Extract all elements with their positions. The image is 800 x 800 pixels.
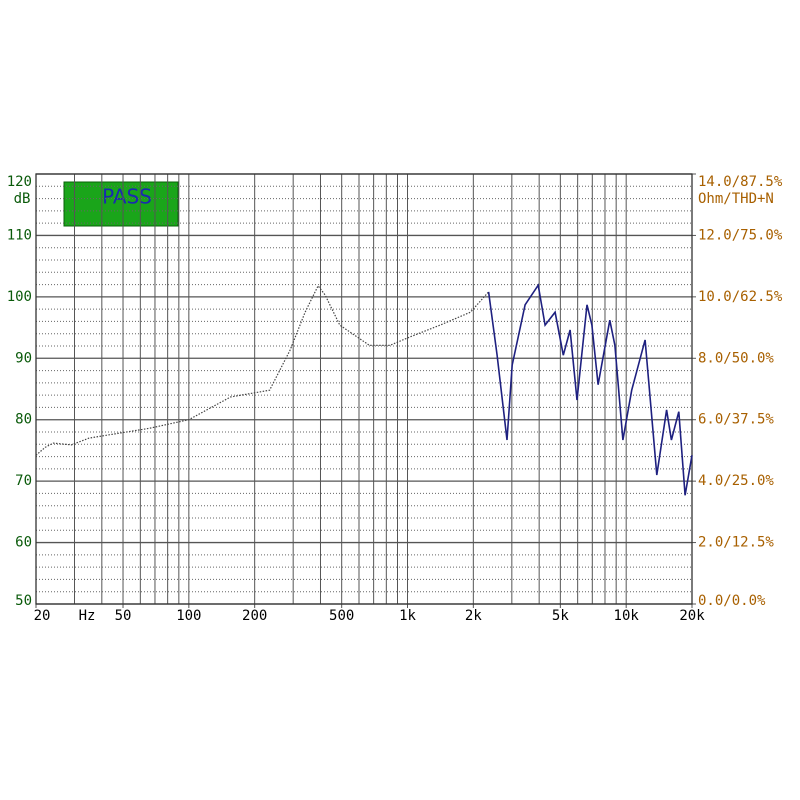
x-tick-label: 200: [242, 608, 267, 624]
response-line: [487, 283, 693, 496]
y-tick-label: 70: [15, 473, 32, 489]
x-tick-label: 50: [115, 608, 132, 624]
status-badge: [63, 181, 179, 227]
y2-tick-label: 4.0/25.0%: [698, 473, 774, 489]
y-tick-label: 110: [7, 227, 32, 243]
plot-frame: [35, 173, 693, 605]
response-line: [35, 284, 490, 456]
y2-tick-label: 6.0/37.5%: [698, 412, 774, 428]
x-tick-label: 5k: [552, 608, 569, 624]
x-axis-label: Hz: [79, 608, 96, 624]
x-tick-label: 10k: [614, 608, 640, 624]
y-axis-label: dB: [14, 191, 31, 207]
y-tick-label: 60: [15, 535, 32, 551]
status-text: PASS: [102, 185, 152, 209]
y2-tick-label: 0.0/0.0%: [698, 593, 766, 609]
x-tick-label: 20k: [679, 608, 705, 624]
y2-tick-label: 10.0/62.5%: [698, 289, 783, 305]
y-tick-label: 100: [7, 289, 32, 305]
y-tick-label: 90: [15, 350, 32, 366]
x-tick-label: 500: [329, 608, 354, 624]
y-tick-label: 50: [15, 593, 32, 609]
x-tick-label: 2k: [465, 608, 482, 624]
y2-tick-label: 14.0/87.5%: [698, 174, 783, 190]
y-tick-label: 120: [7, 174, 32, 190]
y2-tick-label: 8.0/50.0%: [698, 350, 774, 366]
x-tick-label: 100: [176, 608, 201, 624]
y2-tick-label: 12.0/75.0%: [698, 227, 783, 243]
x-tick-label: 20: [34, 608, 51, 624]
y-tick-label: 80: [15, 412, 32, 428]
y2-axis-label: Ohm/THD+N: [698, 191, 774, 207]
y2-tick-label: 2.0/12.5%: [698, 535, 774, 551]
x-tick-label: 1k: [399, 608, 416, 624]
